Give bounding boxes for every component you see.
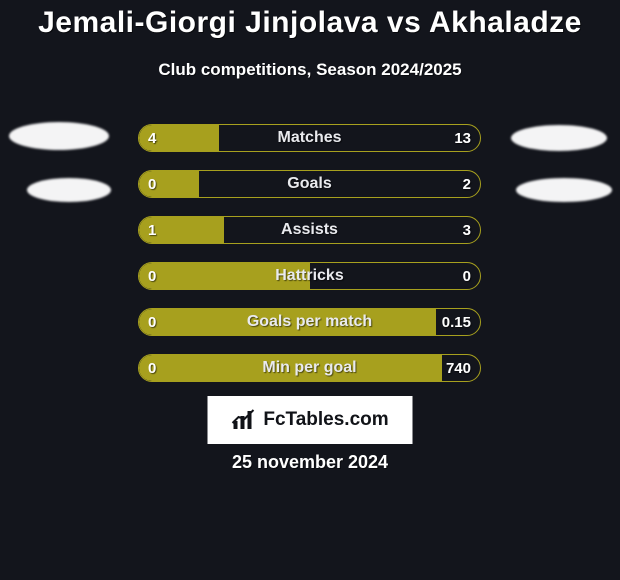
- bar-fill-left: [139, 125, 219, 151]
- bar-track: [138, 262, 481, 290]
- bar-track: [138, 124, 481, 152]
- subtitle: Club competitions, Season 2024/2025: [0, 60, 620, 80]
- stat-row: 0 Goals per match 0.15: [138, 308, 481, 336]
- bar-track: [138, 308, 481, 336]
- logo-badge: FcTables.com: [208, 396, 413, 444]
- avatar-ellipse: [27, 178, 111, 202]
- bar-track: [138, 170, 481, 198]
- bar-fill-left: [139, 217, 224, 243]
- logo-text: FcTables.com: [263, 409, 388, 431]
- avatar-left: [4, 100, 114, 210]
- stat-row: 4 Matches 13: [138, 124, 481, 152]
- infographic-canvas: Jemali-Giorgi Jinjolava vs Akhaladze Clu…: [0, 0, 620, 580]
- stat-row: 0 Min per goal 740: [138, 354, 481, 382]
- stat-row: 0 Hattricks 0: [138, 262, 481, 290]
- stats-bars: 4 Matches 13 0 Goals 2 1 Assists 3 0 Hat…: [138, 124, 481, 400]
- bar-track: [138, 216, 481, 244]
- stat-row: 1 Assists 3: [138, 216, 481, 244]
- avatar-ellipse: [9, 122, 109, 150]
- stat-row: 0 Goals 2: [138, 170, 481, 198]
- avatar-ellipse: [516, 178, 612, 202]
- page-title: Jemali-Giorgi Jinjolava vs Akhaladze: [0, 6, 620, 40]
- logo-chart-icon: [231, 409, 257, 431]
- avatar-ellipse: [511, 125, 607, 151]
- date-line: 25 november 2024: [0, 452, 620, 473]
- bar-fill-left: [139, 309, 436, 335]
- bar-fill-left: [139, 355, 442, 381]
- avatar-right: [504, 100, 614, 210]
- bar-track: [138, 354, 481, 382]
- bar-fill-left: [139, 263, 310, 289]
- bar-fill-left: [139, 171, 199, 197]
